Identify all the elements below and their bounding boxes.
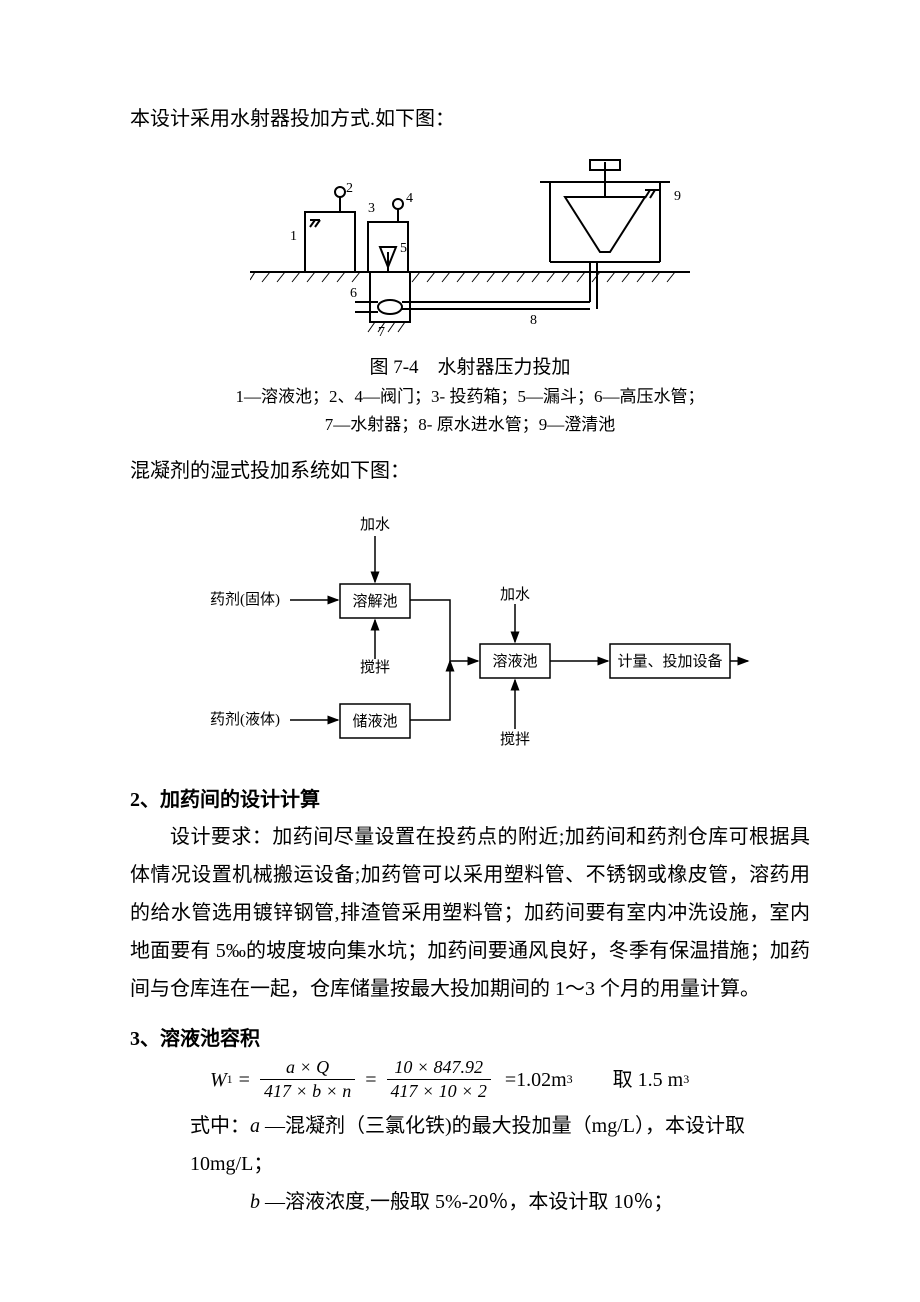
var-W: W [210,1061,227,1099]
figure-1-caption-1: 1—溶液池；2、4—阀门；3- 投药箱；5—漏斗；6—高压水管； [130,383,810,410]
frac-1: a × Q 417 × b × n [260,1057,355,1103]
label-2: 2 [346,181,353,196]
figure-1-title: 图 7-4 水射器压力投加 [130,353,810,383]
node-dissolve: 溶解池 [352,593,397,610]
label-3: 3 [368,201,375,216]
frac-2-num: 10 × 847.92 [390,1057,487,1079]
dosing-flowchart: 加水 加水 药剂(固体) 药剂(液体) 溶解池 储液池 搅拌 搅拌 溶液池 计量… [190,504,750,764]
explain-lead: 式中： [190,1115,250,1137]
frac-2-den: 417 × 10 × 2 [387,1081,491,1103]
var-a: a [250,1115,260,1137]
frac-1-num: a × Q [282,1057,333,1079]
figure-1: 1 2 3 4 5 6 7 8 9 图 7-4 水射器压力投加 1—溶液池；2、… [130,152,810,438]
var-b: b [250,1191,260,1213]
node-add-water-2: 加水 [500,586,530,603]
take-val: 取 1.5 m [613,1061,684,1099]
node-solution: 溶液池 [492,653,537,670]
sub-1: 1 [227,1068,233,1091]
node-agent-liquid: 药剂(液体) [210,711,280,728]
exp-3a: 3 [567,1068,573,1091]
mid-text: 混凝剂的湿式投加系统如下图： [130,452,810,490]
exp-3b: 3 [683,1068,689,1091]
label-6: 6 [350,286,357,301]
figure-1-caption-2: 7—水射器；8- 原水进水管；9—澄清池 [130,411,810,438]
eq-2: = [365,1061,376,1099]
explain-a: 式中：a —混凝剂（三氯化铁)的最大投加量（mg/L），本设计取 10mg/L； [190,1107,810,1183]
explain-a-text: —混凝剂（三氯化铁)的最大投加量（mg/L），本设计取 10mg/L； [190,1115,745,1175]
section-2-body: 设计要求：加药间尽量设置在投药点的附近;加药间和药剂仓库可根据具体情况设置机械搬… [130,818,810,1008]
explain-b: b —溶液浓度,一般取 5%-20％，本设计取 10％； [250,1183,810,1221]
section-3-head: 3、溶液池容积 [130,1022,810,1051]
label-7: 7 [378,325,385,340]
node-agent-solid: 药剂(固体) [210,591,280,608]
node-meter: 计量、投加设备 [617,653,722,670]
explain-b-text: —溶液浓度,一般取 5%-20％，本设计取 10％； [260,1191,673,1213]
label-8: 8 [530,313,537,328]
figure-2: 加水 加水 药剂(固体) 药剂(液体) 溶解池 储液池 搅拌 搅拌 溶液池 计量… [130,504,810,769]
section-2-head: 2、加药间的设计计算 [130,783,810,812]
intro-text: 本设计采用水射器投加方式.如下图： [130,100,810,138]
node-stir-2: 搅拌 [500,731,530,748]
node-stir-1: 搅拌 [360,659,390,676]
formula-w1: W1 = a × Q 417 × b × n = 10 × 847.92 417… [130,1057,810,1103]
label-9: 9 [674,189,681,204]
frac-2: 10 × 847.92 417 × 10 × 2 [387,1057,491,1103]
eq-1: = [239,1061,250,1099]
label-4: 4 [406,191,413,206]
frac-1-den: 417 × b × n [260,1081,355,1103]
node-storage: 储液池 [352,713,397,730]
node-add-water-1: 加水 [360,516,390,533]
result-val: =1.02m [505,1061,567,1099]
label-5: 5 [400,241,407,256]
label-1: 1 [290,229,297,244]
ejector-diagram: 1 2 3 4 5 6 7 8 9 [250,152,690,342]
